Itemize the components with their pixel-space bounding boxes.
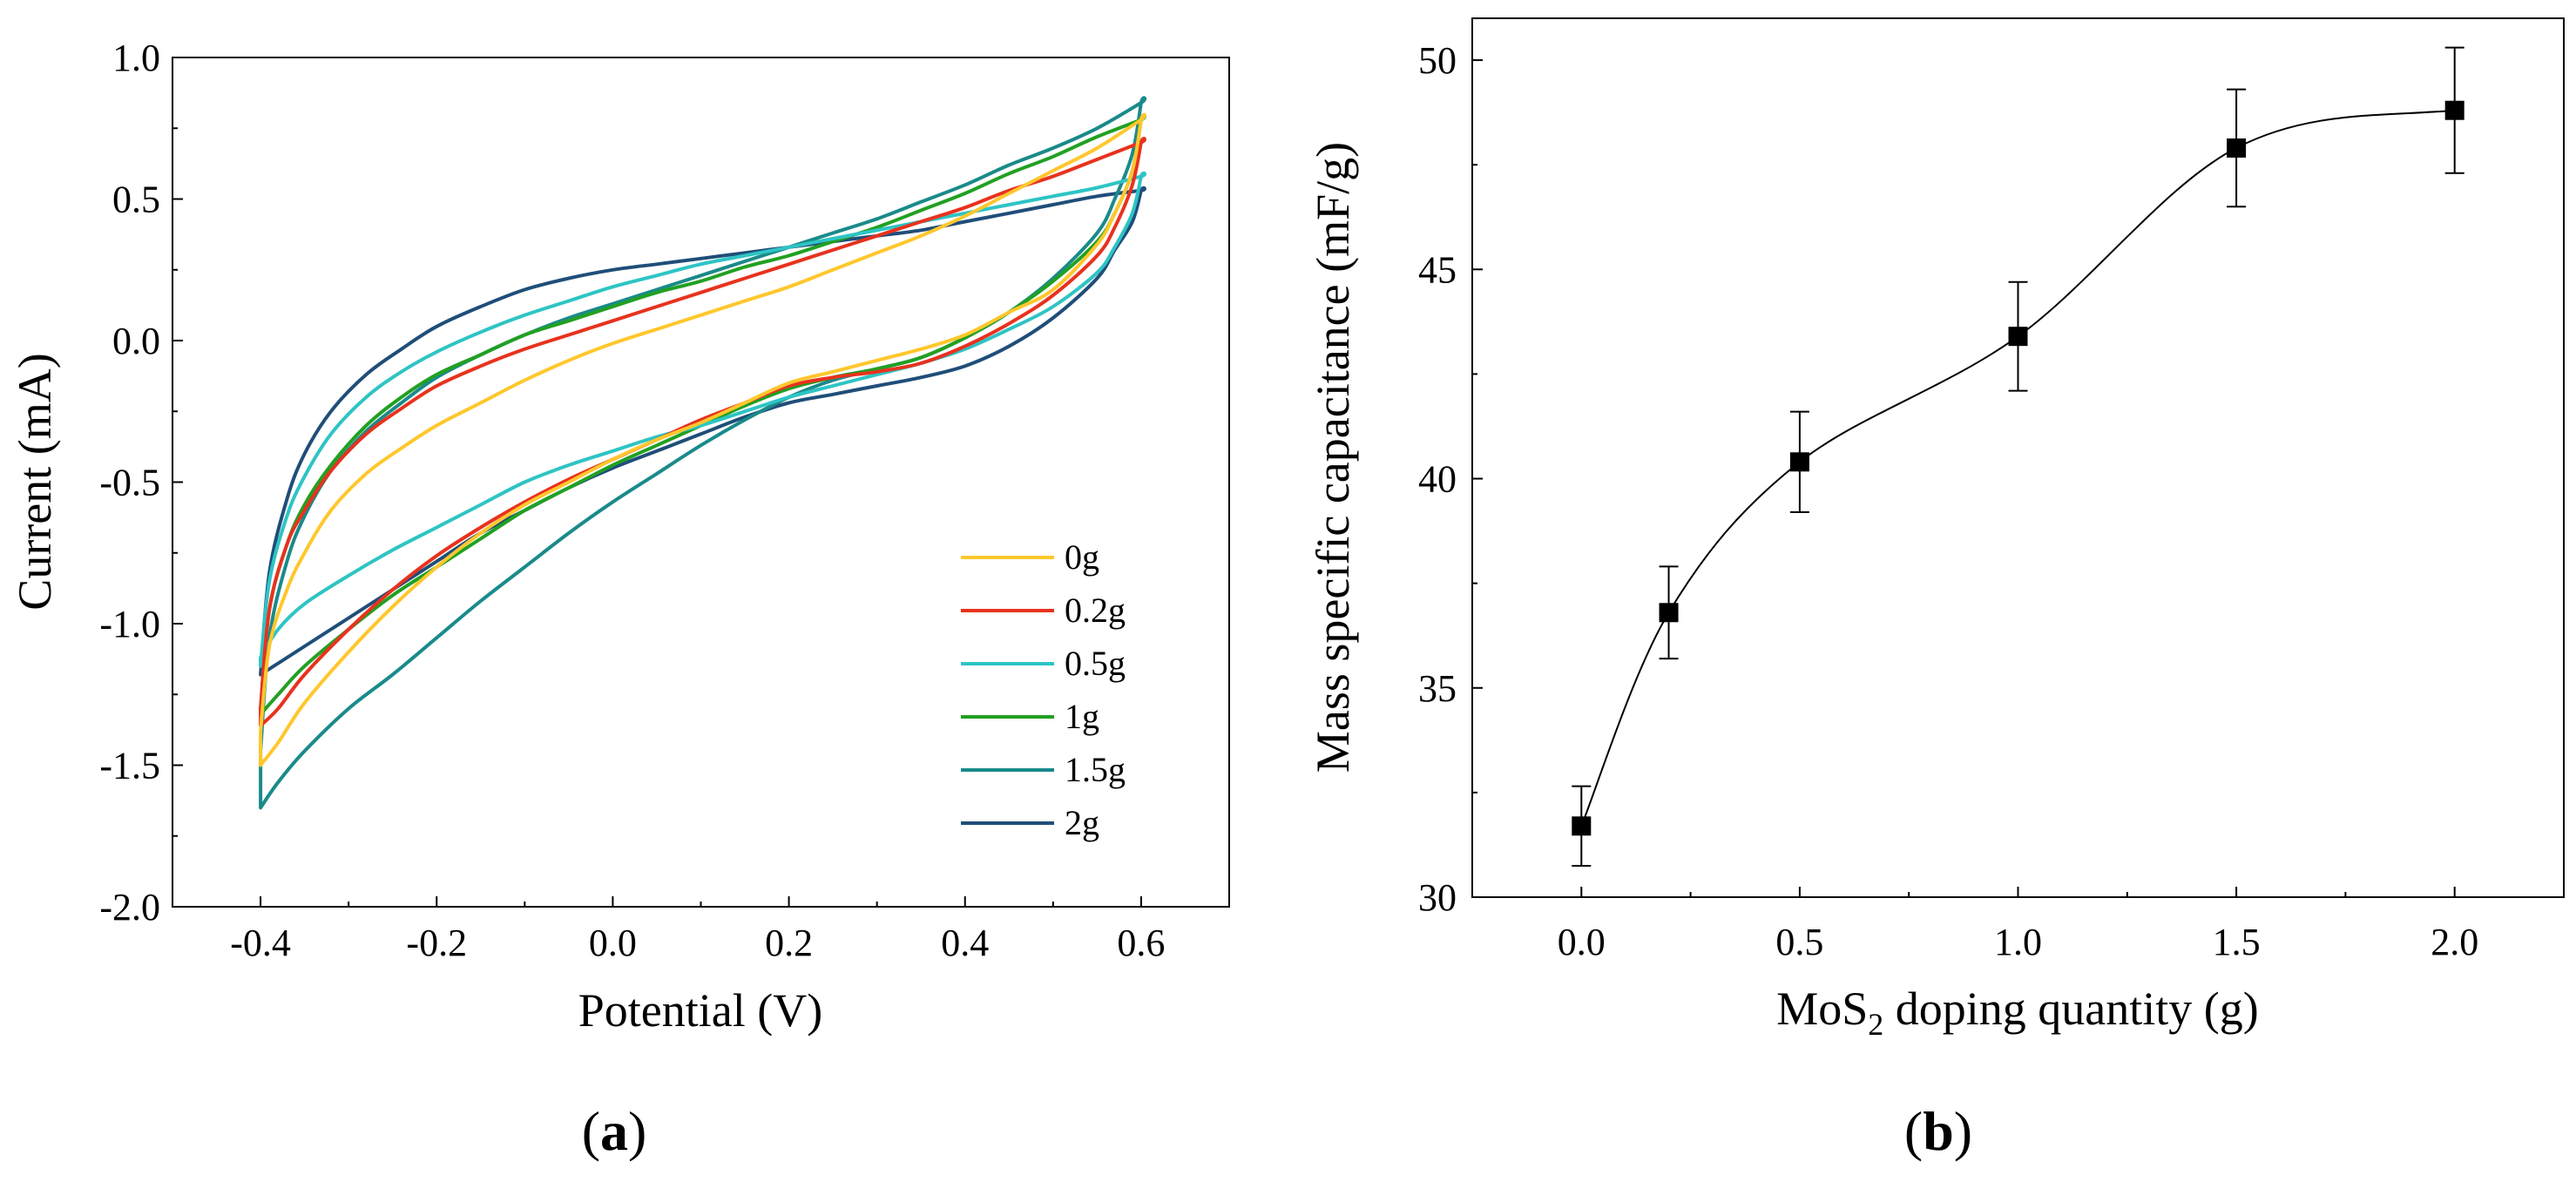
x-tick-label: 0.4 <box>941 922 989 964</box>
cv-curve-0.5g <box>259 171 1147 668</box>
y-tick-labels: 30 35 40 45 50 <box>1418 39 1457 919</box>
panel-label-close: ) <box>628 1100 646 1162</box>
x-tick-label: 0.2 <box>765 922 813 964</box>
legend-label: 2g <box>1065 803 1099 842</box>
x-tick-labels: 0.0 0.5 1.0 1.5 2.0 <box>1558 921 2478 963</box>
data-point <box>2227 138 2247 158</box>
y-tick-label: 30 <box>1418 876 1457 919</box>
x-tick-label: 2.0 <box>2431 921 2478 963</box>
cv-curves <box>259 96 1147 810</box>
x-tick-label: -0.4 <box>230 922 291 964</box>
x-tick-label: 0.0 <box>589 922 637 964</box>
cv-curve-2g <box>259 186 1147 677</box>
x-axis-label: MoS2 doping quantity (g) <box>1776 983 2259 1042</box>
legend: 0g 0.2g 0.5g 1g 1.5g 2g <box>961 537 1126 842</box>
y-tick-label: 40 <box>1418 458 1457 501</box>
data-points <box>1572 100 2464 836</box>
legend-label: 0g <box>1065 537 1099 577</box>
legend-label: 0.2g <box>1065 591 1126 630</box>
plot-frame <box>1471 17 2565 898</box>
y-tick-label: 0.0 <box>112 320 160 362</box>
y-tick-label: -1.0 <box>99 603 160 645</box>
cv-curve-0g <box>259 112 1147 767</box>
y-axis-label: Mass specific capacitance (mF/g) <box>1307 142 1359 773</box>
tick-marks <box>1471 59 2565 898</box>
y-tick-labels: 1.0 0.5 0.0 -0.5 -1.0 -1.5 -2.0 <box>99 37 160 929</box>
cv-chart: -0.4 -0.2 0.0 0.2 0.4 0.6 1.0 0.5 0.0 -0.5 -1.0 -1… <box>9 37 1230 1037</box>
smooth-curve <box>1580 109 2455 827</box>
panel-label-close: ) <box>1954 1100 1972 1162</box>
legend-label: 1g <box>1065 697 1099 736</box>
x-tick-labels: -0.4 -0.2 0.0 0.2 0.4 0.6 <box>230 922 1165 964</box>
x-tick-label: 1.5 <box>2213 921 2261 963</box>
panel-label-letter: a <box>600 1100 628 1162</box>
fit-curve <box>1580 109 2455 827</box>
y-tick-label: 0.5 <box>112 179 160 221</box>
x-tick-label: -0.2 <box>406 922 467 964</box>
data-point <box>2444 100 2464 120</box>
x-tick-label: 0.0 <box>1558 921 1606 963</box>
capacitance-chart: 0.0 0.5 1.0 1.5 2.0 30 35 40 45 50 MoS2 doping q… <box>1307 17 2565 1042</box>
y-tick-label: -1.5 <box>99 745 160 787</box>
y-axis-label: Current (mA) <box>9 353 61 610</box>
y-tick-label: -2.0 <box>99 886 160 929</box>
x-axis-label: Potential (V) <box>578 984 822 1037</box>
x-tick-label: 0.5 <box>1775 921 1823 963</box>
y-tick-label: 50 <box>1418 39 1457 82</box>
x-axis-label-subscript: 2 <box>1868 1007 1883 1042</box>
legend-label: 0.5g <box>1065 644 1126 683</box>
panel-label-letter: b <box>1923 1100 1954 1162</box>
x-axis-label-part: doping quantity (g) <box>1883 983 2258 1035</box>
data-point <box>1659 603 1679 623</box>
cv-curve-0.2g <box>259 137 1147 727</box>
panel-label-open: ( <box>1904 1100 1923 1162</box>
error-bars <box>1572 46 2464 867</box>
y-tick-label: 1.0 <box>112 37 160 79</box>
panel-label-b: (b) <box>1904 1100 1972 1162</box>
data-point <box>1789 452 1809 472</box>
x-tick-label: 1.0 <box>1994 921 2042 963</box>
panel-label-open: ( <box>582 1100 600 1162</box>
y-tick-label: 45 <box>1418 248 1457 291</box>
data-point <box>1572 816 1592 836</box>
legend-label: 1.5g <box>1065 750 1126 789</box>
tick-marks <box>172 57 1230 908</box>
panel-label-a: (a) <box>582 1100 647 1162</box>
data-point <box>2008 327 2028 347</box>
y-tick-label: -0.5 <box>99 462 160 504</box>
x-axis-label-part: MoS <box>1776 983 1868 1035</box>
y-tick-label: 35 <box>1418 667 1457 710</box>
x-tick-label: 0.6 <box>1117 922 1165 964</box>
